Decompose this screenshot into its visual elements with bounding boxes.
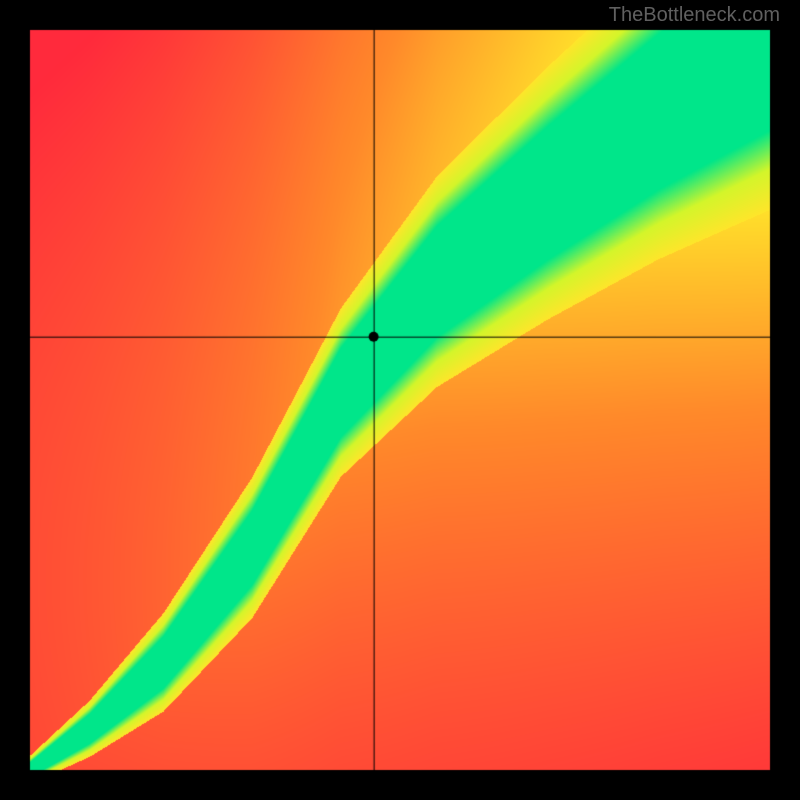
watermark-text: TheBottleneck.com — [609, 4, 780, 27]
chart-container: TheBottleneck.com — [0, 0, 800, 800]
bottleneck-heatmap — [0, 0, 800, 800]
